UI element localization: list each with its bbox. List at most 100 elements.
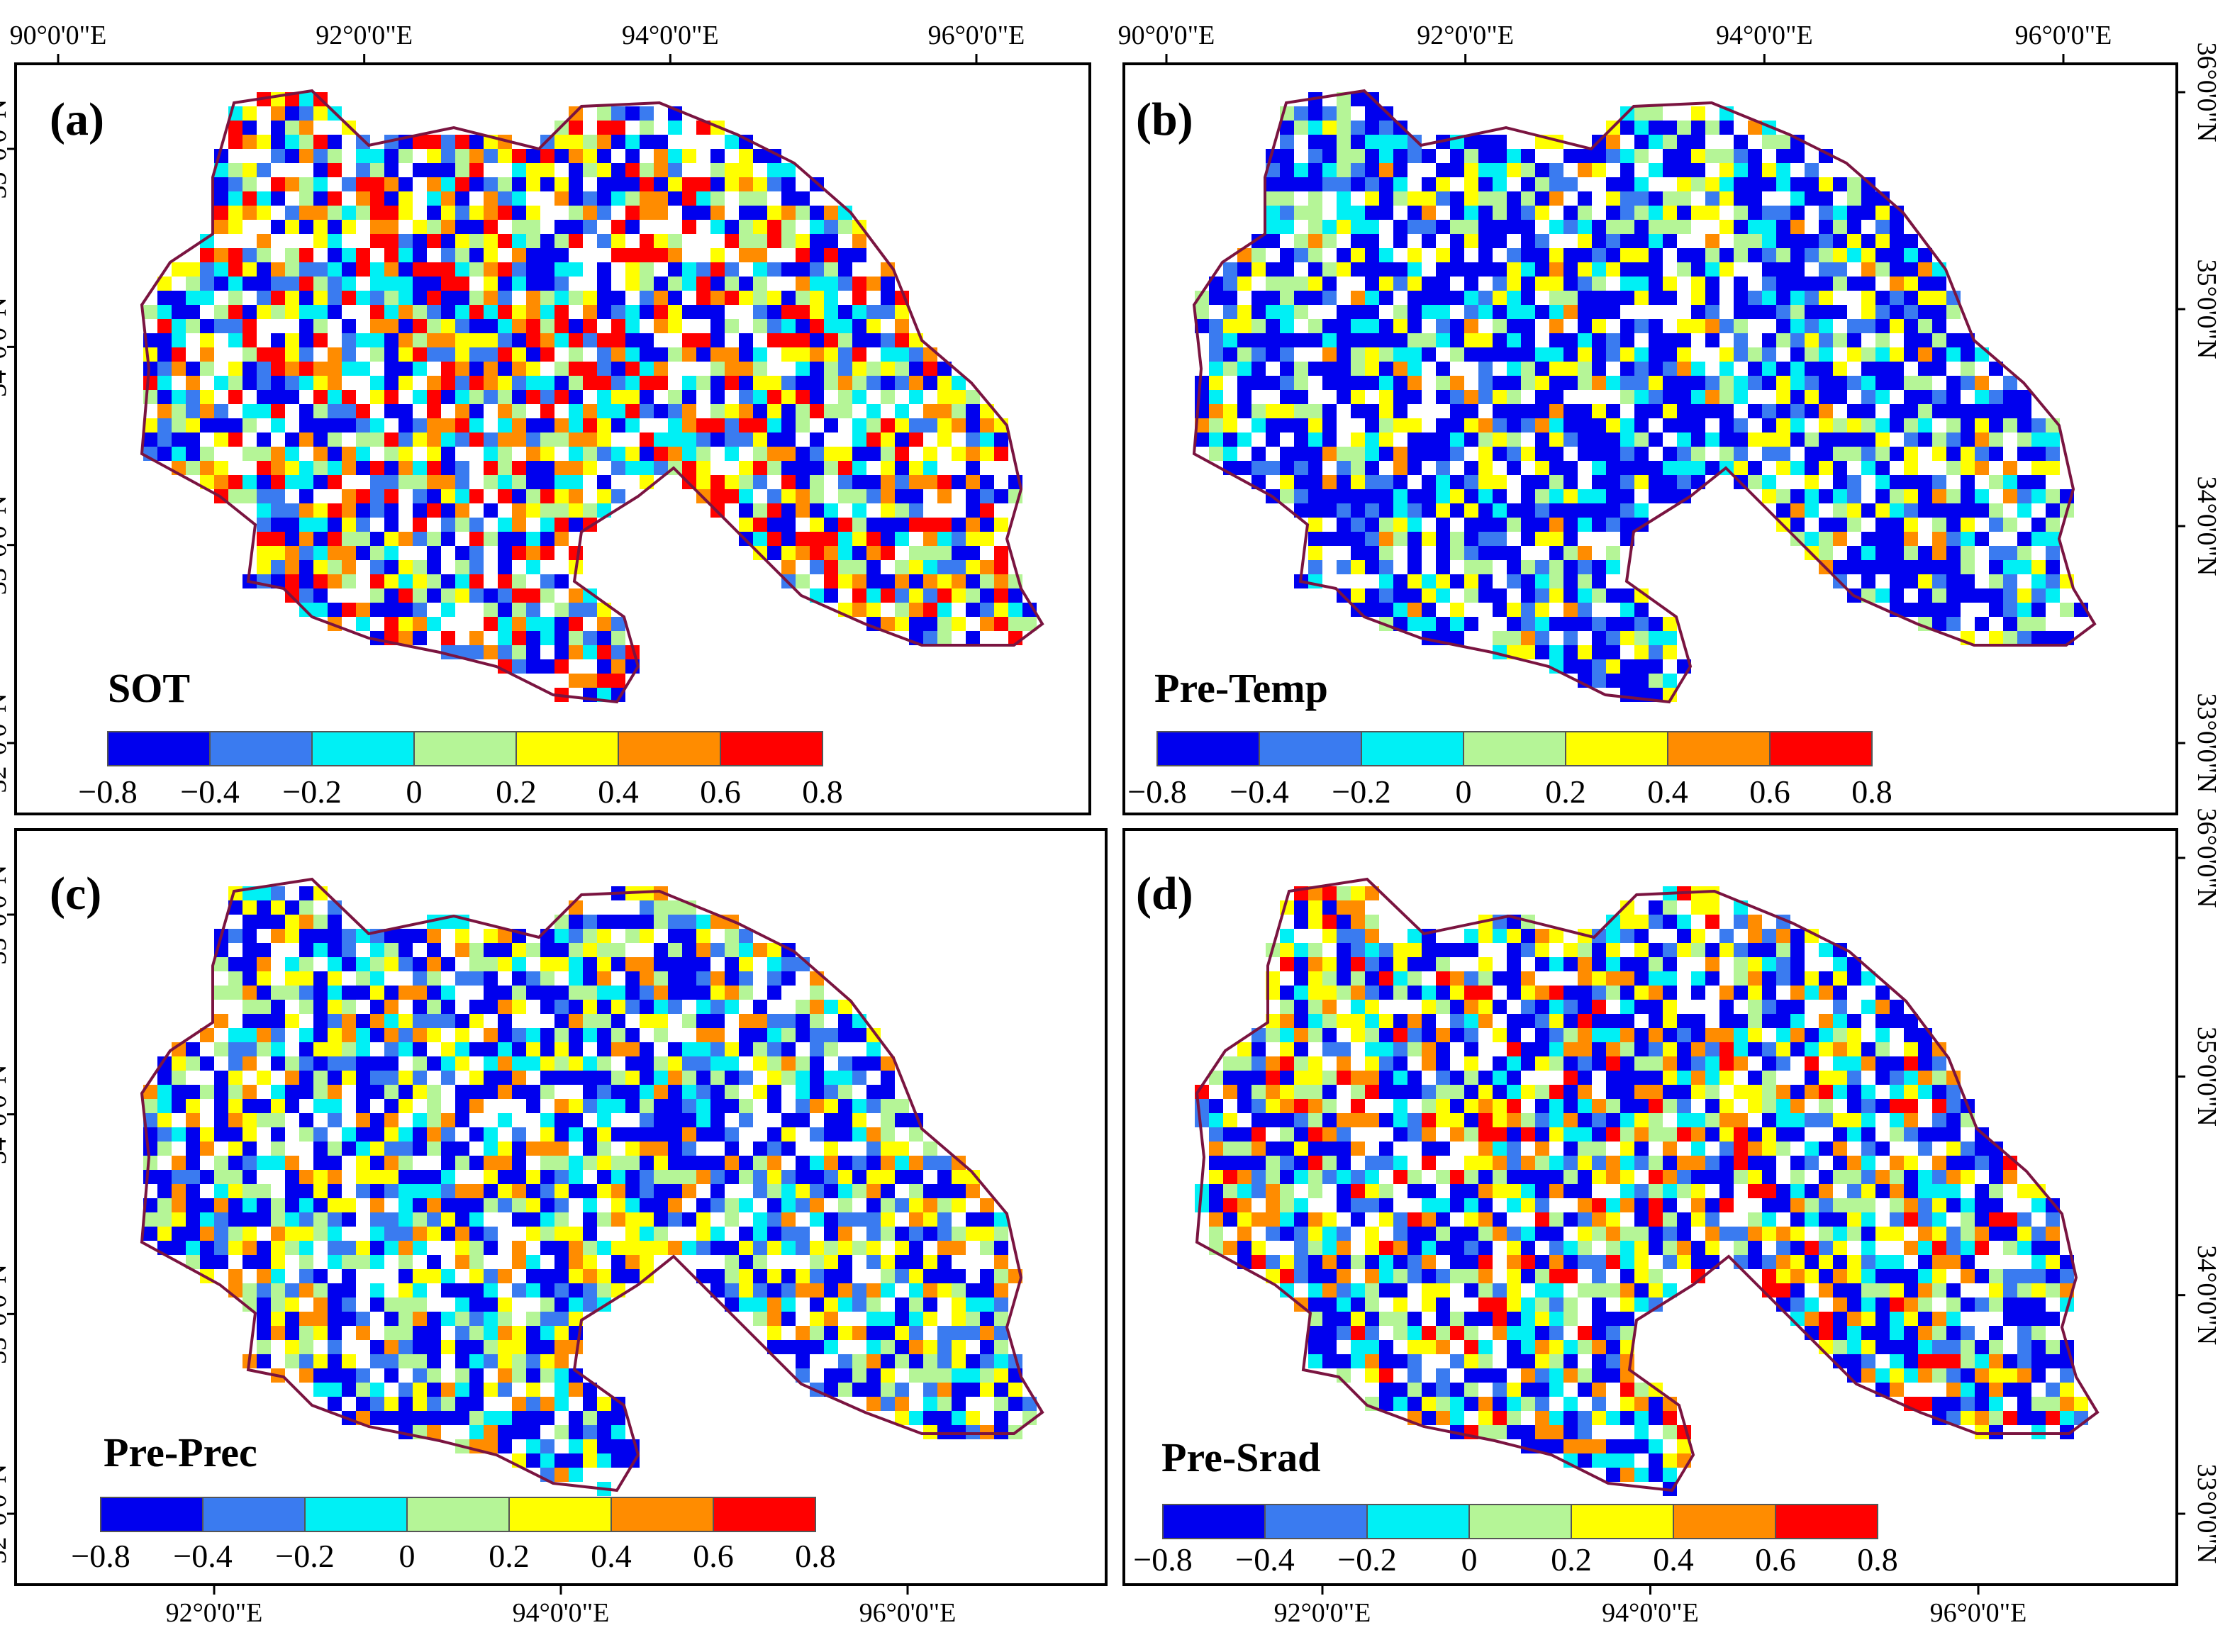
raster-cell	[1719, 248, 1734, 262]
raster-cell	[1209, 277, 1223, 291]
raster-cell	[342, 1312, 356, 1326]
raster-cell	[200, 1198, 214, 1212]
raster-cell	[1847, 971, 1861, 986]
raster-cell	[512, 1127, 526, 1142]
raster-cell	[285, 1340, 299, 1354]
raster-cell	[1280, 418, 1294, 432]
raster-cell	[313, 1085, 328, 1099]
raster-cell	[583, 404, 597, 418]
raster-cell	[569, 631, 583, 645]
raster-cell	[753, 206, 767, 220]
raster-cell	[313, 447, 328, 461]
raster-cell	[398, 305, 413, 319]
raster-cell	[526, 1085, 540, 1099]
raster-cell	[540, 1127, 554, 1142]
raster-cell	[625, 929, 640, 943]
raster-cell	[342, 532, 356, 546]
raster-cell	[640, 1113, 654, 1127]
raster-cell	[427, 1397, 441, 1411]
raster-cell	[1379, 277, 1393, 291]
raster-cell	[554, 234, 569, 248]
raster-cell	[739, 475, 753, 489]
raster-cell	[1549, 191, 1563, 206]
raster-cell	[810, 1056, 824, 1071]
raster-cell	[242, 376, 257, 390]
raster-cell	[810, 447, 824, 461]
raster-cell	[739, 163, 753, 177]
raster-cell	[1266, 191, 1280, 206]
raster-cell	[569, 1312, 583, 1326]
raster-cell	[1918, 376, 1932, 390]
raster-cell	[157, 1071, 172, 1085]
raster-cell	[923, 347, 937, 362]
raster-cell	[342, 943, 356, 957]
raster-cell	[484, 1283, 498, 1297]
raster-cell	[2046, 532, 2060, 546]
raster-cell	[469, 234, 484, 248]
raster-cell	[143, 418, 157, 432]
raster-cell	[228, 432, 242, 447]
raster-cell	[1422, 291, 1436, 305]
raster-cell	[186, 461, 200, 475]
raster-cell	[1507, 418, 1521, 432]
raster-cell	[469, 1340, 484, 1354]
raster-cell	[1620, 461, 1634, 475]
raster-cell	[313, 1184, 328, 1198]
lon-tick-label: 90°0'0"E	[10, 21, 107, 50]
raster-cell	[469, 1269, 484, 1283]
raster-cell	[852, 1241, 866, 1255]
raster-cell	[157, 390, 172, 404]
raster-cell	[1961, 447, 1975, 461]
raster-cell	[640, 929, 654, 943]
raster-cell	[696, 1241, 710, 1255]
raster-cell	[398, 1085, 413, 1099]
raster-cell	[370, 1170, 384, 1184]
lat-tick-label: 33°0'0"N	[2192, 693, 2221, 793]
raster-cell	[1592, 631, 1606, 645]
raster-cell	[384, 206, 398, 220]
raster-cell	[994, 1297, 1008, 1312]
raster-cell	[1507, 560, 1521, 574]
raster-cell	[923, 1340, 937, 1354]
raster-cell	[767, 390, 781, 404]
raster-cell	[257, 1326, 271, 1340]
raster-cell	[242, 1085, 257, 1099]
raster-cell	[682, 1071, 696, 1085]
raster-cell	[342, 1198, 356, 1212]
raster-cell	[455, 432, 469, 447]
raster-cell	[654, 163, 668, 177]
raster-cell	[597, 645, 611, 659]
raster-cell	[1918, 262, 1932, 277]
raster-cell	[328, 1184, 342, 1198]
raster-cell	[767, 432, 781, 447]
raster-cell	[597, 1269, 611, 1283]
raster-cell	[569, 957, 583, 971]
raster-cell	[1776, 149, 1790, 163]
raster-cell	[1634, 1042, 1649, 1056]
raster-cell	[1422, 574, 1436, 588]
raster-cell	[866, 1312, 881, 1326]
raster-cell	[753, 262, 767, 277]
raster-cell	[696, 191, 710, 206]
raster-cell	[1436, 362, 1450, 376]
raster-cell	[1521, 475, 1535, 489]
raster-cell	[583, 1014, 597, 1028]
raster-cell	[1337, 248, 1351, 262]
raster-cell	[1847, 1056, 1861, 1071]
raster-cell	[427, 149, 441, 163]
raster-cell	[611, 631, 625, 645]
raster-cell	[498, 1156, 512, 1170]
raster-cell	[1563, 645, 1578, 659]
raster-cell	[1634, 347, 1649, 362]
raster-cell	[512, 489, 526, 503]
raster-cell	[427, 305, 441, 319]
raster-cell	[441, 1227, 455, 1241]
raster-cell	[696, 1170, 710, 1184]
raster-cell	[313, 986, 328, 1000]
raster-cell	[271, 986, 285, 1000]
raster-cell	[1549, 277, 1563, 291]
raster-cell	[285, 1156, 299, 1170]
raster-cell	[1407, 191, 1422, 206]
raster-cell	[1663, 362, 1677, 376]
raster-cell	[413, 461, 427, 475]
